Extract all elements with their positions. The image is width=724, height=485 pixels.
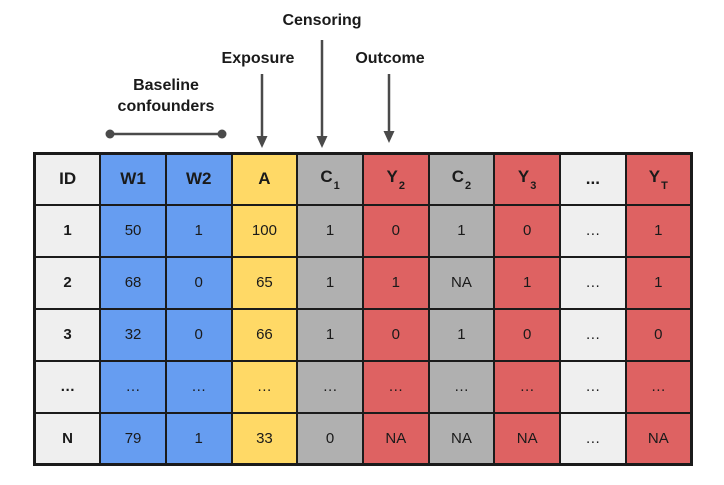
table-cell: NA — [493, 411, 561, 466]
table-cell: 1 — [427, 307, 496, 362]
baseline-confounders-label: Baseline confounders — [117, 77, 215, 115]
column-header-id: ID — [33, 152, 102, 206]
data-table: ID W1 W2 A C1 Y2 C2 Y3... YT 1 50 1 100 1 0 1 0… 1 2 68 0 65… — [33, 152, 693, 466]
table-cell: 0 — [296, 411, 364, 466]
row-id-cell: 3 — [33, 307, 102, 362]
outcome-label: Outcome — [355, 50, 425, 67]
exposure-arrow — [256, 74, 268, 148]
table-cell: … — [624, 359, 693, 414]
table-cell: 0 — [493, 307, 561, 362]
table-cell: 1 — [164, 411, 233, 466]
table-cell: 79 — [99, 411, 167, 466]
table-cell: 0 — [493, 203, 561, 258]
table-cell: 1 — [164, 203, 233, 258]
table-cell: 0 — [164, 255, 233, 310]
table-cell: 50 — [99, 203, 167, 258]
table-body: 1 50 1 100 1 0 1 0… 1 2 68 0 65 1 1 NA 1… 1 3 32 0 66 1 0 1 0… 0……… — [33, 203, 693, 466]
table-header: ID W1 W2 A C1 Y2 C2 Y3... YT — [33, 152, 693, 206]
table-cell: NA — [624, 411, 693, 466]
table-cell: 0 — [361, 307, 430, 362]
table-cell: 1 — [296, 307, 364, 362]
column-header-y3: Y3 — [493, 152, 561, 206]
table-row: 3 32 0 66 1 0 1 0… 0 — [33, 307, 693, 362]
table-cell: … — [427, 359, 496, 414]
censoring-arrow — [316, 40, 328, 148]
table-cell: 0 — [164, 307, 233, 362]
table-cell: NA — [361, 411, 430, 466]
table-cell: … — [559, 411, 627, 466]
table-row: N 79 1 33 0 NA NA NA… NA — [33, 411, 693, 466]
table-cell: … — [230, 359, 299, 414]
table-cell: NA — [427, 255, 496, 310]
table-cell: … — [296, 359, 364, 414]
table-row: ………………………… — [33, 359, 693, 414]
table-cell: 65 — [230, 255, 299, 310]
table-cell: 1 — [427, 203, 496, 258]
table-cell: 66 — [230, 307, 299, 362]
table-row: 2 68 0 65 1 1 NA 1… 1 — [33, 255, 693, 310]
table-cell: 32 — [99, 307, 167, 362]
column-header-yt: YT — [624, 152, 693, 206]
table-cell: … — [361, 359, 430, 414]
table-cell: 0 — [361, 203, 430, 258]
table-cell: 33 — [230, 411, 299, 466]
table-cell: … — [559, 255, 627, 310]
row-id-cell: 1 — [33, 203, 102, 258]
outcome-arrow — [383, 74, 395, 143]
table-cell: 1 — [296, 203, 364, 258]
column-header-a: A — [230, 152, 299, 206]
annotation-arrows — [105, 40, 395, 148]
column-header-c1: C1 — [296, 152, 364, 206]
table-cell: 1 — [361, 255, 430, 310]
column-header-w1: W1 — [99, 152, 167, 206]
header-row: ID W1 W2 A C1 Y2 C2 Y3... YT — [33, 152, 693, 206]
table-cell: 0 — [624, 307, 693, 362]
row-id-cell: … — [33, 359, 102, 414]
table-cell: … — [559, 359, 627, 414]
table-cell: 100 — [230, 203, 299, 258]
column-header-y2: Y2 — [361, 152, 430, 206]
column-header-c2: C2 — [427, 152, 496, 206]
table-cell: NA — [427, 411, 496, 466]
table-cell: … — [99, 359, 167, 414]
exposure-label: Exposure — [221, 50, 295, 67]
table-cell: 1 — [624, 203, 693, 258]
table-cell: … — [559, 203, 627, 258]
table-cell: … — [493, 359, 561, 414]
row-id-cell: 2 — [33, 255, 102, 310]
table-cell: 1 — [296, 255, 364, 310]
table-cell: 1 — [493, 255, 561, 310]
table-cell: 68 — [99, 255, 167, 310]
table-row: 1 50 1 100 1 0 1 0… 1 — [33, 203, 693, 258]
censoring-label: Censoring — [282, 12, 362, 29]
table-cell: 1 — [624, 255, 693, 310]
column-header-w2: W2 — [164, 152, 233, 206]
baseline-confounders-bracket — [105, 129, 227, 139]
row-id-cell: N — [33, 411, 102, 466]
table-cell: … — [559, 307, 627, 362]
table-cell: … — [164, 359, 233, 414]
column-header-dots: ... — [559, 152, 627, 206]
